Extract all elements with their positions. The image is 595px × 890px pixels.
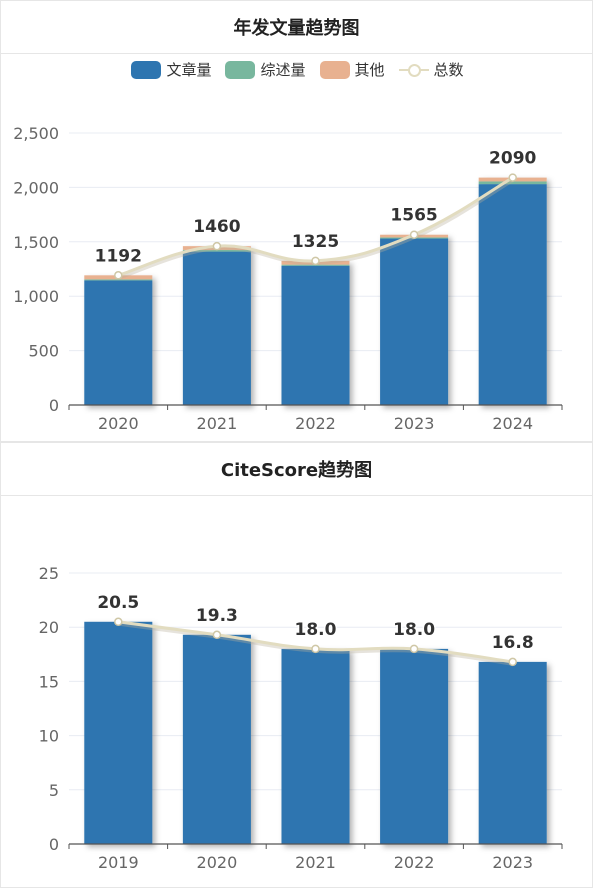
data-label: 1192 (95, 246, 142, 266)
citescore-chart: 0 5 10 15 20 25 2019 2020 2021 2022 2023 20.5 19.3 18… (39, 564, 563, 872)
bar-stack[interactable] (478, 661, 547, 844)
trend-point[interactable] (114, 617, 123, 627)
bar-segment[interactable] (182, 249, 251, 252)
bar-segment[interactable] (380, 648, 449, 844)
x-tick-label: 2021 (197, 414, 238, 433)
publication-chart: 0 500 1,000 1,500 2,000 2,500 2020 2021 2022 2023… (13, 124, 563, 433)
y-tick-label: 0 (49, 396, 59, 415)
bar-stack[interactable] (182, 634, 251, 844)
x-tick-label: 2020 (98, 414, 139, 433)
legend-item-reviews[interactable]: 综述量 (225, 59, 306, 80)
bar-segment[interactable] (84, 279, 153, 281)
bar-stack[interactable] (182, 246, 251, 405)
data-label: 20.5 (97, 593, 139, 613)
chart-title: 年发文量趋势图 (233, 18, 360, 39)
legend-item-articles[interactable]: 文章量 (131, 59, 211, 80)
bar-segment[interactable] (380, 238, 449, 405)
data-label: 18.0 (295, 620, 337, 640)
publication-trend-panel: 年发文量趋势图 文章量 综述量 其他 总数 0 500 1,000 1,500 2,00… (0, 0, 593, 442)
trend-point[interactable] (508, 657, 517, 667)
chart-legend: 文章量 综述量 其他 总数 (1, 59, 594, 80)
data-label: 1460 (193, 217, 240, 237)
x-tick-label: 2019 (98, 853, 139, 872)
panel-header: 年发文量趋势图 (1, 1, 592, 54)
y-tick-label: 15 (39, 672, 59, 691)
data-label: 16.8 (492, 633, 534, 653)
legend-label: 文章量 (166, 61, 212, 79)
x-tick-label: 2021 (295, 853, 336, 872)
legend-line-swatch (398, 61, 429, 79)
bar-segment[interactable] (182, 634, 251, 844)
bar-segment[interactable] (182, 251, 251, 405)
bar-segment[interactable] (281, 265, 350, 405)
trend-point[interactable] (409, 644, 419, 654)
x-tick-label: 2022 (394, 853, 435, 872)
data-label: 1565 (390, 206, 437, 226)
bar-segment[interactable] (281, 648, 350, 844)
bar-stack[interactable] (380, 648, 449, 844)
data-label: 1325 (292, 232, 339, 252)
y-tick-label: 10 (39, 727, 59, 746)
legend-item-total[interactable]: 总数 (398, 59, 464, 80)
bar-stack[interactable] (380, 234, 449, 405)
trend-point[interactable] (508, 173, 517, 182)
trend-point[interactable] (311, 644, 320, 654)
bar-segment[interactable] (478, 181, 547, 185)
legend-swatch (131, 60, 162, 79)
trend-point[interactable] (311, 256, 320, 266)
legend-item-other[interactable]: 其他 (319, 59, 385, 80)
bar-stack[interactable] (478, 177, 547, 405)
data-label: 2090 (489, 149, 536, 169)
bar-segment[interactable] (478, 661, 547, 844)
x-tick-label: 2022 (295, 414, 336, 433)
bar-stack[interactable] (281, 648, 350, 844)
legend-swatch (319, 60, 350, 79)
legend-label: 总数 (433, 61, 464, 79)
y-tick-label: 1,500 (13, 233, 59, 252)
y-tick-label: 20 (39, 618, 59, 637)
y-tick-label: 500 (28, 342, 59, 361)
y-tick-label: 5 (49, 781, 59, 800)
data-label: 18.0 (393, 620, 435, 640)
legend-swatch (225, 60, 256, 79)
bar-segment[interactable] (84, 621, 153, 844)
legend-label: 其他 (354, 61, 385, 79)
y-tick-label: 1,000 (13, 287, 59, 306)
citescore-trend-panel: CiteScore趋势图 0 5 10 15 20 25 2019 2020 2021 2022 2… (0, 442, 593, 888)
bar-stack[interactable] (84, 275, 153, 405)
y-tick-label: 0 (49, 835, 59, 854)
bar-segment[interactable] (281, 264, 350, 266)
x-tick-label: 2020 (197, 853, 238, 872)
bar-stack[interactable] (281, 260, 350, 405)
bar-segment[interactable] (478, 184, 547, 405)
y-tick-label: 2,000 (13, 178, 59, 197)
trend-point[interactable] (114, 271, 123, 280)
legend-label: 综述量 (260, 61, 306, 79)
trend-point[interactable] (212, 630, 222, 640)
x-tick-label: 2023 (394, 414, 435, 433)
bar-stack[interactable] (84, 621, 153, 844)
trend-point[interactable] (212, 241, 222, 251)
chart-title: CiteScore趋势图 (220, 460, 373, 481)
y-tick-label: 2,500 (13, 124, 59, 143)
x-tick-label: 2024 (492, 414, 533, 433)
data-label: 19.3 (196, 606, 238, 626)
panel-header: CiteScore趋势图 (1, 443, 592, 496)
trend-point[interactable] (409, 230, 419, 239)
bar-segment[interactable] (84, 280, 153, 405)
y-tick-label: 25 (39, 564, 59, 583)
x-tick-label: 2023 (492, 853, 533, 872)
